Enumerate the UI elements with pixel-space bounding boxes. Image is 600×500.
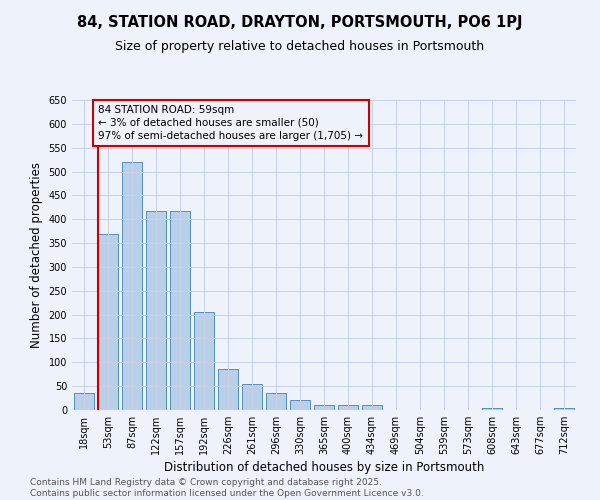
Bar xyxy=(74,394,94,410)
Y-axis label: Number of detached properties: Number of detached properties xyxy=(30,162,43,348)
Text: Contains HM Land Registry data © Crown copyright and database right 2025.
Contai: Contains HM Land Registry data © Crown c… xyxy=(30,478,424,498)
Bar xyxy=(146,210,166,410)
Bar xyxy=(338,405,358,410)
Bar xyxy=(362,405,382,410)
Text: 84, STATION ROAD, DRAYTON, PORTSMOUTH, PO6 1PJ: 84, STATION ROAD, DRAYTON, PORTSMOUTH, P… xyxy=(77,15,523,30)
Bar xyxy=(314,405,334,410)
Bar xyxy=(242,384,262,410)
Bar xyxy=(482,408,502,410)
Text: 84 STATION ROAD: 59sqm
← 3% of detached houses are smaller (50)
97% of semi-deta: 84 STATION ROAD: 59sqm ← 3% of detached … xyxy=(98,105,364,141)
X-axis label: Distribution of detached houses by size in Portsmouth: Distribution of detached houses by size … xyxy=(164,461,484,474)
Text: Size of property relative to detached houses in Portsmouth: Size of property relative to detached ho… xyxy=(115,40,485,53)
Bar xyxy=(122,162,142,410)
Bar xyxy=(218,370,238,410)
Bar xyxy=(290,400,310,410)
Bar xyxy=(98,234,118,410)
Bar xyxy=(170,210,190,410)
Bar xyxy=(554,408,574,410)
Bar xyxy=(266,394,286,410)
Bar xyxy=(194,312,214,410)
